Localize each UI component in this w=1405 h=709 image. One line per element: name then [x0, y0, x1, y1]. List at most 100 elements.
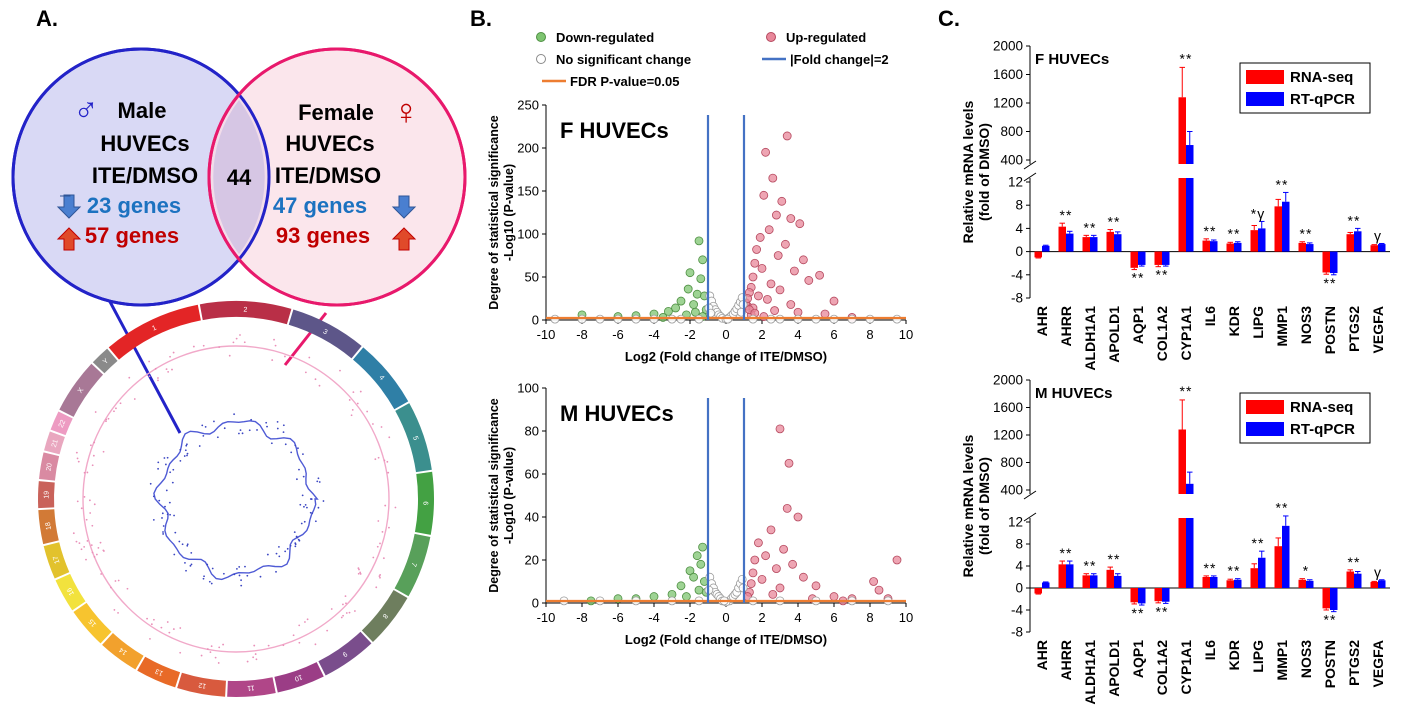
significance-mark: ** — [1060, 207, 1073, 223]
down-arrow-icon — [391, 195, 417, 219]
bar — [1178, 97, 1186, 164]
circos-dot — [152, 518, 155, 521]
circos-dot — [190, 551, 193, 554]
y-tick-label: 800 — [1000, 455, 1023, 470]
data-point — [723, 314, 733, 324]
circos-dot — [306, 506, 308, 509]
circos-dot — [161, 517, 163, 519]
circos-dot — [93, 555, 96, 558]
significance-mark: ** — [1108, 214, 1121, 230]
bar — [1130, 251, 1138, 268]
legend-rnaseq-swatch — [1246, 400, 1284, 414]
y-tick-label: 1600 — [993, 67, 1023, 82]
significance-mark: ** — [1108, 551, 1121, 567]
chromosome-label: 13 — [154, 667, 164, 677]
x-tick-label: -8 — [576, 327, 588, 342]
x-tick-label: -4 — [648, 610, 660, 625]
y-tick-label: 100 — [517, 381, 539, 396]
circos-dot — [303, 520, 306, 523]
chart-title: M HUVECs — [560, 401, 674, 426]
circos-dot — [164, 505, 166, 508]
data-point — [892, 555, 902, 565]
female-line-1: Female — [298, 100, 374, 125]
circos-dot — [301, 494, 304, 497]
bar — [1322, 251, 1330, 273]
circos-dot — [223, 427, 226, 430]
bar — [1186, 145, 1194, 164]
category-label: COL1A2 — [1154, 640, 1170, 695]
chromosome-segment — [43, 542, 70, 579]
data-point — [865, 314, 875, 324]
category-label: NOS3 — [1298, 306, 1314, 344]
circos-dot — [326, 629, 329, 632]
circos-dot — [356, 402, 359, 405]
circos-dot — [359, 573, 362, 575]
bar — [1370, 245, 1378, 252]
bar — [1258, 228, 1266, 252]
chromosome-segment — [39, 452, 60, 481]
y-axis-label: -Log10 (P-value) — [502, 164, 516, 261]
y-tick-label: 4 — [1015, 221, 1023, 236]
chromosome-label: 14 — [118, 646, 129, 656]
circos-dot — [107, 417, 110, 420]
bar — [1234, 242, 1242, 252]
circos-dot — [189, 564, 192, 567]
circos-dot — [90, 544, 93, 547]
legend-rnaseq-label: RNA-seq — [1290, 69, 1353, 86]
female-up-count: 93 genes — [276, 223, 370, 248]
data-point — [694, 236, 704, 246]
circos-dot — [266, 425, 268, 428]
circos-dot — [359, 571, 362, 574]
circos-dot — [216, 436, 219, 439]
data-point — [775, 285, 785, 295]
circos-dot — [374, 458, 377, 461]
significance-mark: ** — [1180, 50, 1193, 66]
circos-dot — [169, 471, 172, 474]
circos-dot — [203, 575, 205, 578]
legend-up-label: Up-regulated — [786, 30, 866, 45]
chromosome-segment — [37, 481, 55, 509]
data-point — [777, 196, 787, 206]
circos-dot — [294, 444, 297, 447]
bar — [1082, 575, 1090, 588]
data-point — [689, 572, 698, 582]
circos-dot — [93, 503, 96, 506]
circos-dot — [153, 618, 155, 621]
circos-dot — [75, 451, 78, 454]
y-tick-label: 40 — [525, 510, 539, 525]
circos-dot — [244, 565, 246, 568]
circos-dot — [117, 612, 119, 614]
circos-dot — [192, 345, 195, 348]
category-label: CYP1A1 — [1178, 640, 1194, 695]
circos-dot — [89, 512, 92, 514]
circos-dot — [162, 531, 164, 533]
bar — [1162, 251, 1170, 265]
circos-dot — [173, 514, 175, 517]
chromosome-segment — [361, 590, 408, 643]
data-point — [892, 314, 902, 324]
circos-dot — [92, 454, 95, 457]
chromosome-segment — [38, 509, 59, 545]
data-point — [689, 300, 698, 309]
bar — [1250, 230, 1258, 252]
circos-dot — [109, 586, 112, 589]
bar — [1186, 483, 1194, 494]
bar — [1154, 588, 1162, 602]
female-symbol-icon: ♀ — [393, 91, 420, 132]
circos-dot — [165, 368, 168, 370]
data-point — [757, 263, 767, 273]
bar — [1330, 251, 1338, 274]
data-point — [766, 525, 776, 535]
circos-dot — [236, 567, 238, 570]
y-axis-label: (fold of DMSO) — [976, 123, 992, 221]
significance-mark: ** — [1276, 500, 1289, 516]
circos-dot — [114, 580, 117, 582]
category-label: MMP1 — [1274, 306, 1290, 347]
chromosome-label: 2 — [243, 307, 247, 314]
circos-dot — [179, 651, 182, 654]
y-tick-label: 8 — [1015, 537, 1023, 552]
y-tick-label: 8 — [1015, 198, 1023, 213]
circos-dot — [94, 411, 97, 413]
circos-dot — [214, 656, 217, 659]
chromosome-segment — [50, 411, 73, 436]
